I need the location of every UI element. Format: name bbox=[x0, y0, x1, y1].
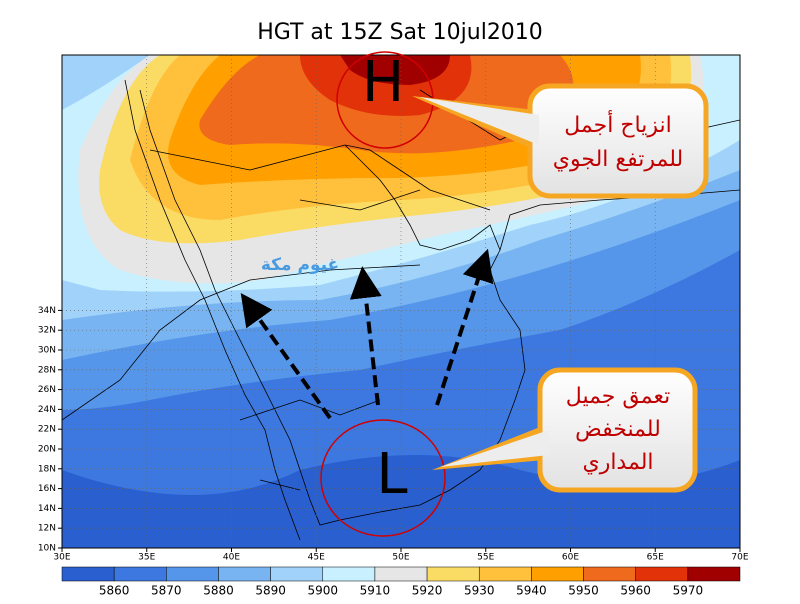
colorbar-label: 5860 bbox=[99, 584, 130, 598]
lat-tick-label: 16N bbox=[38, 484, 56, 494]
colorbar-label: 5950 bbox=[568, 584, 599, 598]
lon-tick-label: 50E bbox=[392, 553, 409, 563]
colorbar-label: 5910 bbox=[360, 584, 391, 598]
colorbar-swatch bbox=[374, 566, 428, 582]
high-callout: انزياح أجمل للمرتفع الجوي bbox=[412, 83, 709, 199]
colorbar-label: 5880 bbox=[203, 584, 234, 598]
lon-tick-label: 40E bbox=[223, 553, 240, 563]
colorbar-swatch bbox=[166, 566, 219, 582]
colorbar: 5860 5870 5880 5890 5900 5910 5920 5930 5940 5950… bbox=[61, 566, 741, 598]
lon-tick-label: 70E bbox=[731, 553, 748, 563]
lon-tick-label: 45E bbox=[308, 553, 325, 563]
colorbar-label: 5900 bbox=[307, 584, 338, 598]
colorbar-swatch bbox=[635, 566, 689, 582]
colorbar-swatch bbox=[687, 566, 741, 582]
callout-line: تعمق جميل bbox=[566, 384, 670, 409]
lat-tick-label: 28N bbox=[38, 365, 56, 375]
lat-tick-label: 22N bbox=[38, 425, 56, 435]
lat-tick-label: 24N bbox=[38, 405, 56, 415]
lon-tick-label: 65E bbox=[647, 553, 664, 563]
high-marker: H bbox=[362, 50, 404, 115]
callout-line: المداري bbox=[582, 450, 653, 475]
colorbar-label: 5940 bbox=[516, 584, 547, 598]
lat-tick-label: 12N bbox=[38, 524, 56, 534]
lon-tick-label: 60E bbox=[562, 553, 579, 563]
map-title: HGT at 15Z Sat 10jul2010 bbox=[257, 20, 543, 45]
colorbar-label: 5890 bbox=[255, 584, 286, 598]
lat-tick-label: 10N bbox=[38, 544, 56, 554]
callout-line: للمنخفض bbox=[575, 417, 661, 442]
colorbar-swatch bbox=[583, 566, 636, 582]
lon-tick-label: 30E bbox=[53, 553, 70, 563]
colorbar-swatch bbox=[113, 566, 167, 582]
colorbar-swatch bbox=[531, 566, 584, 582]
lat-tick-label: 18N bbox=[38, 464, 56, 474]
axis-ticks: 10N 12N 14N 16N 18N 20N 22N 24N 26N 28N 30N 32N 34N 3… bbox=[38, 306, 749, 563]
colorbar-swatch bbox=[322, 566, 376, 582]
low-marker: L bbox=[376, 442, 407, 507]
lon-tick-label: 35E bbox=[138, 553, 155, 563]
colorbar-swatch bbox=[270, 566, 324, 582]
colorbar-label: 5930 bbox=[464, 584, 495, 598]
colorbar-swatch bbox=[61, 566, 115, 582]
colorbar-swatch bbox=[426, 566, 480, 582]
flow-arrows bbox=[240, 248, 494, 420]
colorbar-label: 5870 bbox=[151, 584, 182, 598]
lat-tick-label: 20N bbox=[38, 445, 56, 455]
lat-tick-label: 34N bbox=[38, 306, 56, 316]
low-circle bbox=[320, 419, 446, 537]
low-callout: تعمق جميل للمنخفض المداري bbox=[432, 367, 698, 493]
lon-tick-label: 55E bbox=[477, 553, 494, 563]
colorbar-label: 5970 bbox=[673, 584, 704, 598]
lat-tick-label: 30N bbox=[38, 346, 56, 356]
clouds-label: غيوم مكة bbox=[261, 255, 339, 275]
lat-tick-label: 32N bbox=[38, 326, 56, 336]
lat-tick-label: 26N bbox=[38, 385, 56, 395]
callout-line: انزياح أجمل bbox=[564, 110, 672, 138]
colorbar-label: 5960 bbox=[620, 584, 651, 598]
colorbar-swatch bbox=[478, 566, 532, 582]
lat-tick-label: 14N bbox=[38, 504, 56, 514]
colorbar-swatch bbox=[218, 566, 271, 582]
colorbar-label: 5920 bbox=[412, 584, 443, 598]
callout-line: للمرتفع الجوي bbox=[553, 147, 683, 172]
